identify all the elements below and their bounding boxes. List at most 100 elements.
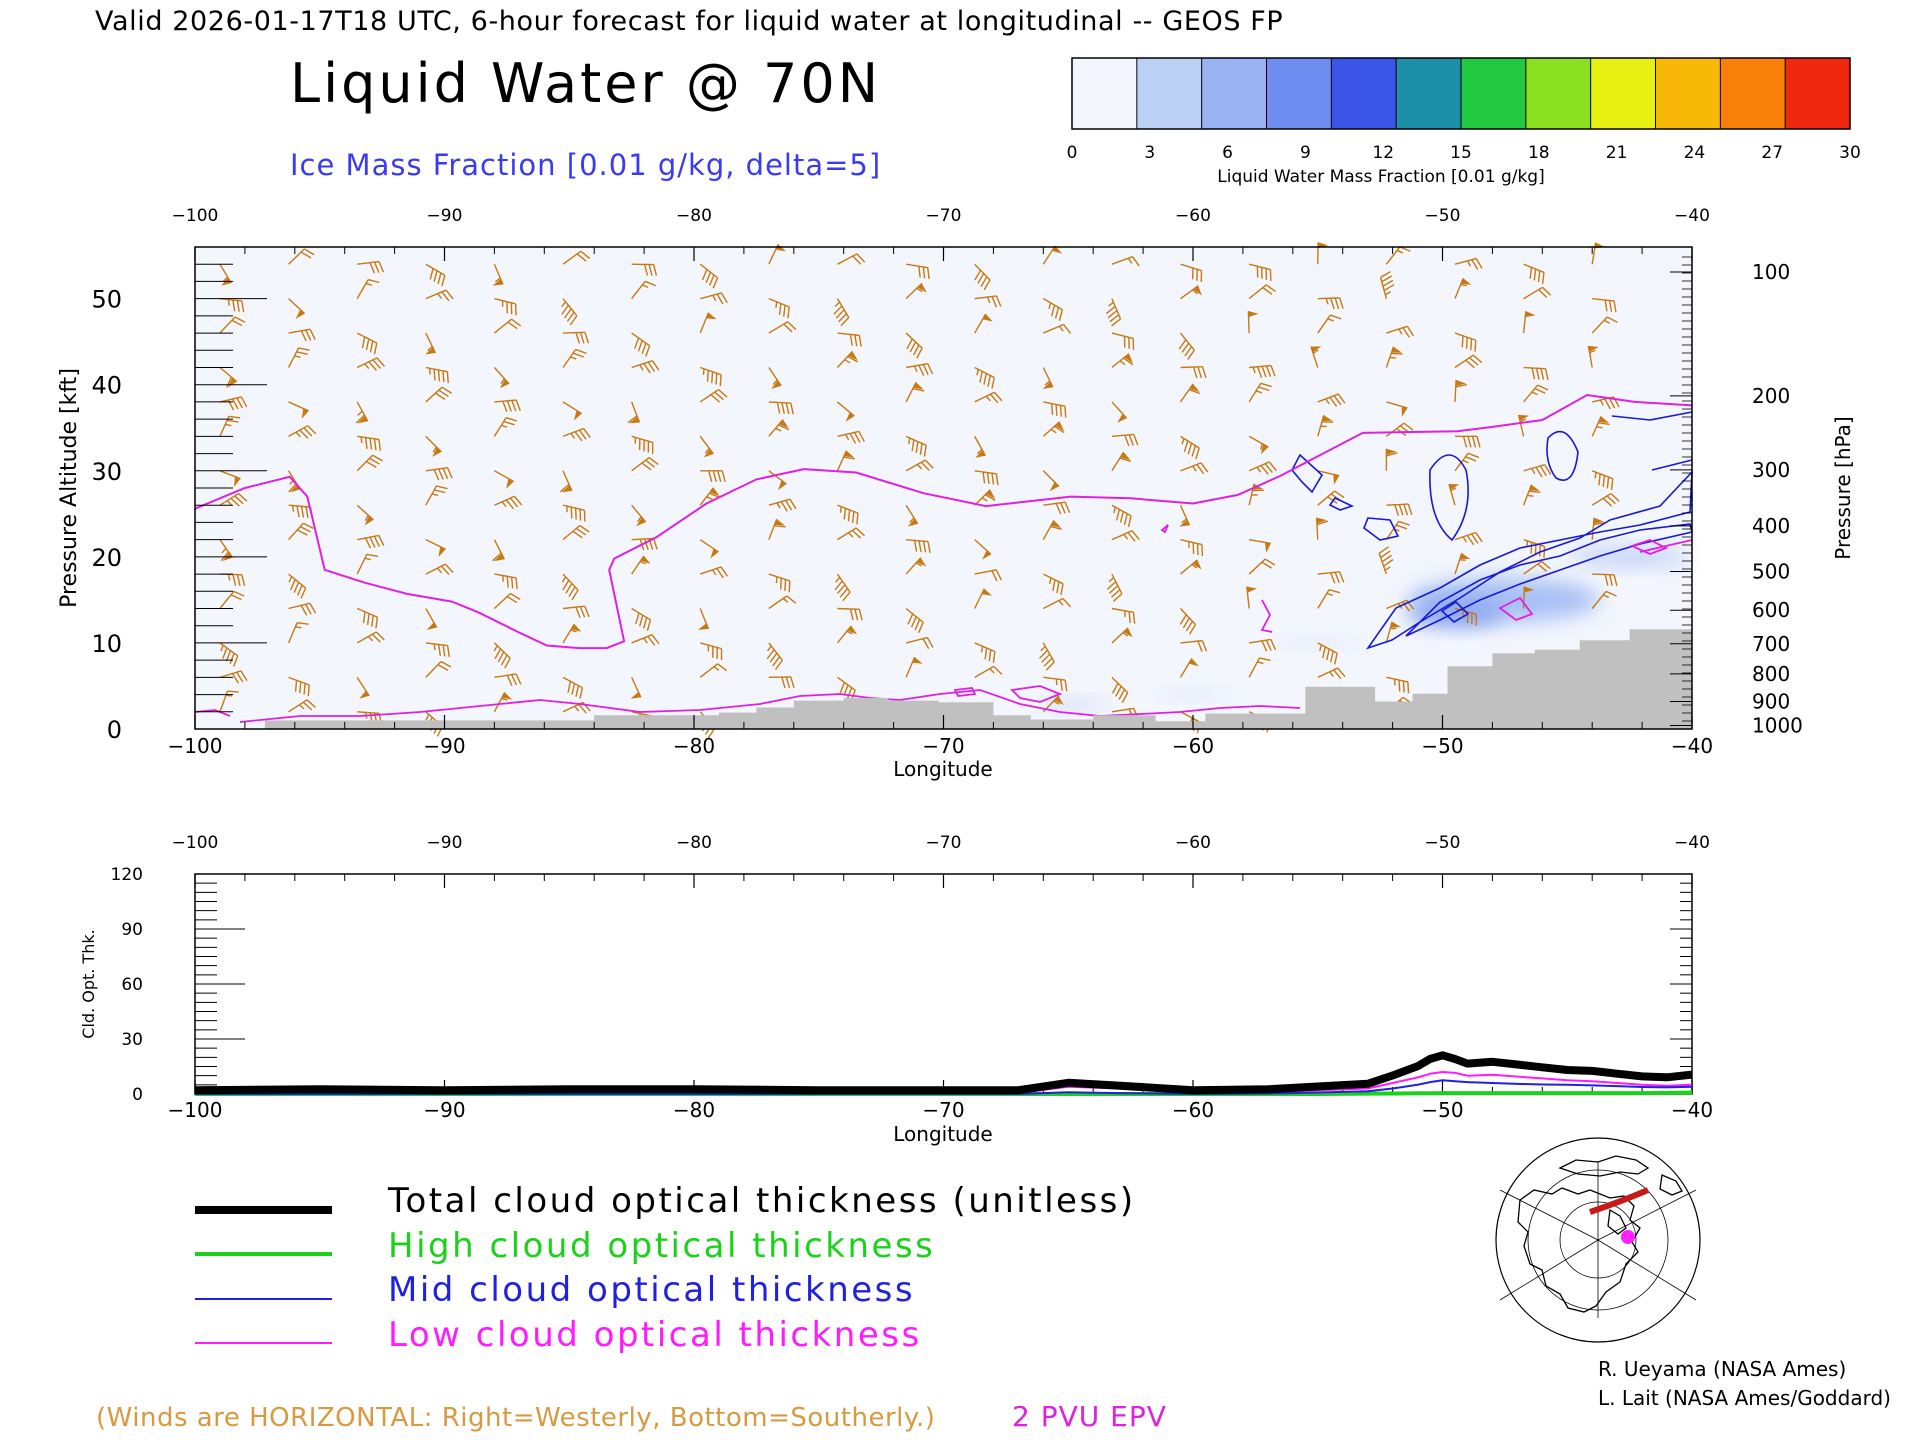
colorbar-segment [1590,58,1656,129]
wind-barb [1454,435,1481,448]
wind-barb [1043,501,1071,515]
opt-x-tick-label: −40 [1671,1098,1713,1122]
wind-barb [1249,364,1276,378]
opt-series-line-0 [194,1051,1693,1095]
xsec-y-tick-label: 30 [91,458,122,486]
ice-contour [1363,517,1400,541]
wind-barb [1248,461,1277,475]
colorbar-tick-label: 0 [1067,143,1078,163]
wind-barb [1310,346,1322,368]
xsec-x-tick-label: −50 [1421,734,1463,758]
wind-barb [1591,415,1610,437]
wind-barb [768,676,795,689]
optical-thickness-panel: −100 −100 −90 −90 −80 −80 −70 −70 −60 −60 −50 −50 −4… [111,833,1714,1122]
wind-barb [1454,531,1483,546]
wind-barb [356,357,385,371]
legend-label-mid: Mid cloud optical thickness [388,1270,915,1310]
wind-barb [768,401,794,415]
wind-barb [1180,538,1204,557]
wind-barb [768,321,797,334]
wind-barb [700,366,722,387]
opt-x-tick-label: −100 [168,1098,223,1122]
wind-barb [1179,504,1191,527]
wind-barb [974,295,1002,308]
wind-barb [425,642,450,657]
wind-barb [768,367,782,389]
wind-barb [494,399,521,413]
wind-barb [1111,433,1139,447]
xsec-ylabel: Pressure Altitude [kft] [57,368,82,608]
map-meridians [1499,1162,1697,1318]
ice-contour [1611,411,1693,471]
wind-barb [356,607,379,629]
wind-barb [1180,462,1209,475]
wind-barb [1522,586,1535,609]
xsec-pressure-tick-label: 1000 [1752,714,1803,738]
wind-barbs [219,242,1620,739]
pv-contour [953,687,977,697]
wind-barb [288,699,316,713]
ice-mass-contours [1291,411,1693,650]
valid-time-header: Valid 2026-01-17T18 UTC, 6-hour forecast… [95,6,1283,37]
wind-barb [1105,298,1122,327]
wind-barb [562,348,587,368]
opt-axes: −100 −100 −90 −90 −80 −80 −70 −70 −60 −60 −50 −50 −4… [111,833,1714,1122]
wind-barb [1522,484,1541,506]
legend-label-high: High cloud optical thickness [388,1226,935,1266]
wind-barb [699,539,719,559]
wind-barb [1111,607,1136,624]
wind-barb [493,367,510,389]
wind-barb [1523,464,1552,478]
wind-barb [1042,421,1065,437]
wind-barb [1591,470,1614,491]
wind-barb [1523,263,1545,284]
wind-barb [219,492,248,507]
cross-section-panel: −100 −100 −90 −90 −80 −80 −70 −70 −60 −60 −50 −50 −4… [91,206,1802,758]
wind-barb [1179,383,1201,403]
legend-label-total: Total cloud optical thickness (unitless) [387,1181,1136,1221]
wind-barb [425,332,437,355]
wind-barb [1386,676,1410,694]
wind-barb [1523,384,1549,403]
wind-barb [1454,257,1483,270]
xsec-x-tick-label-top: −50 [1425,206,1461,226]
wind-barb [562,427,591,442]
wind-barb [1246,586,1258,609]
opt-x-tick-label-top: −80 [676,833,712,853]
wind-barb [1111,353,1134,369]
wind-barb [1523,538,1546,558]
wind-barb [699,263,719,289]
wind-barb [1179,608,1197,635]
wind-barb [425,485,448,506]
wind-barb [1042,245,1063,265]
wind-barb [425,563,454,576]
cross-section-axes: −100 −100 −90 −90 −80 −80 −70 −70 −60 −60 −50 −50 −4… [91,206,1802,758]
wind-barb [1111,530,1140,542]
wind-barb [1591,590,1617,609]
wind-barb [494,470,514,489]
xsec-pressure-tick-label: 600 [1752,598,1790,622]
wind-barb [768,573,791,593]
wind-barb [905,557,927,575]
pv-contour [1260,599,1273,633]
wind-barb [1042,597,1072,610]
ice-contour [1365,469,1693,650]
xsec-pressure-tick-label: 900 [1752,689,1790,713]
wind-barb [837,430,865,444]
wind-barb [1454,332,1477,352]
wind-barb [974,263,991,291]
xsec-pressure-tick-label: 800 [1752,662,1790,686]
xsec-y-tick-label: 50 [91,286,122,314]
wind-barb [1523,560,1551,575]
wind-barb [288,248,315,265]
wind-barb [1454,552,1471,575]
colorbar-tick-label: 6 [1222,143,1233,163]
liquid-water-blob [1569,546,1690,567]
xsec-y-tick-label: 10 [91,630,122,658]
wind-barb [1039,642,1055,671]
wind-barb [219,590,245,609]
opt-x-tick-label: −60 [1172,1098,1214,1122]
wind-barb [1522,311,1536,334]
wind-barb [1179,658,1199,678]
wind-barb [700,566,729,579]
